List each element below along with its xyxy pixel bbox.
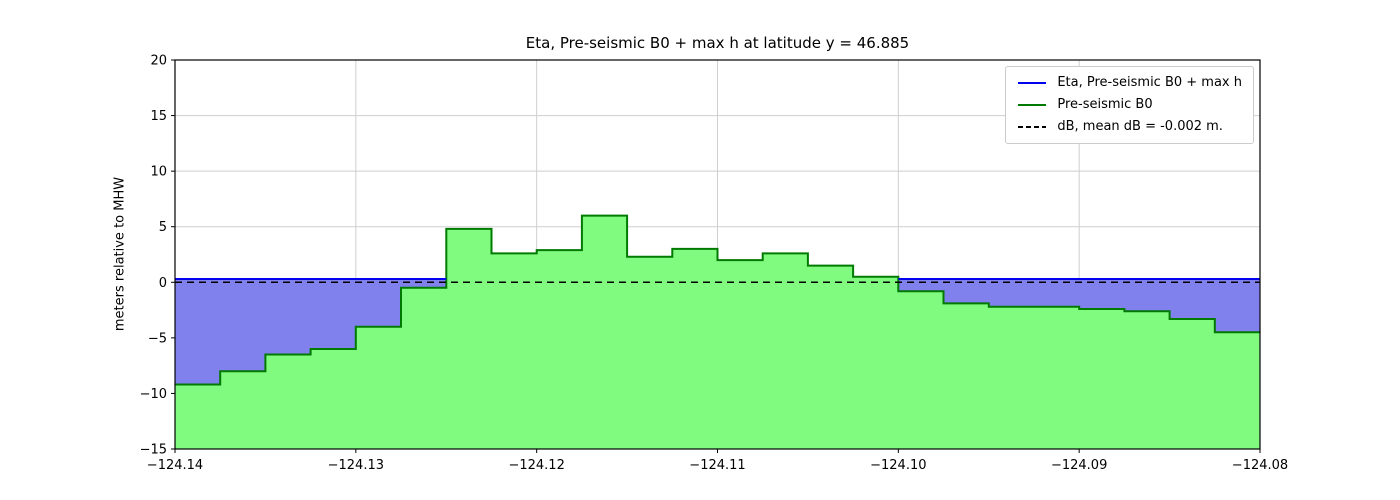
y-tick-label: −15 xyxy=(140,443,167,458)
y-tick-label: −5 xyxy=(148,331,167,346)
y-axis-label: meters relative to MHW xyxy=(112,176,128,332)
x-tick-label: −124.08 xyxy=(1232,458,1288,473)
y-tick-label: 10 xyxy=(150,165,167,180)
y-tick-label: 0 xyxy=(159,276,167,291)
eta-fill xyxy=(898,279,1260,333)
x-tick-label: −124.10 xyxy=(870,458,926,473)
x-tick-label: −124.13 xyxy=(328,458,384,473)
legend-label: dB, mean dB = -0.002 m. xyxy=(1057,119,1223,134)
legend: Eta, Pre-seismic B0 + max h Pre-seismic B… xyxy=(1005,66,1254,144)
legend-entry: Pre-seismic B0 xyxy=(1017,96,1242,113)
y-tick-label: −10 xyxy=(140,387,167,402)
x-tick-label: −124.14 xyxy=(147,458,203,473)
x-tick-label: −124.09 xyxy=(1051,458,1107,473)
y-tick-label: 15 xyxy=(150,109,167,124)
eta-fill xyxy=(175,279,447,385)
legend-line-sample xyxy=(1018,103,1047,106)
legend-line-sample xyxy=(1018,125,1047,128)
y-tick-label: 5 xyxy=(159,220,167,235)
legend-line-sample xyxy=(1018,81,1047,84)
legend-label: Eta, Pre-seismic B0 + max h xyxy=(1057,75,1242,90)
x-tick-label: −124.12 xyxy=(508,458,564,473)
b0-fill xyxy=(175,215,1260,449)
chart-title: Eta, Pre-seismic B0 + max h at latitude … xyxy=(525,34,910,52)
legend-entry: dB, mean dB = -0.002 m. xyxy=(1017,118,1242,135)
x-tick-label: −124.11 xyxy=(689,458,745,473)
b0-line xyxy=(175,214,1260,386)
legend-label: Pre-seismic B0 xyxy=(1057,97,1153,112)
legend-entry: Eta, Pre-seismic B0 + max h xyxy=(1017,74,1242,91)
y-tick-label: 20 xyxy=(150,54,167,69)
